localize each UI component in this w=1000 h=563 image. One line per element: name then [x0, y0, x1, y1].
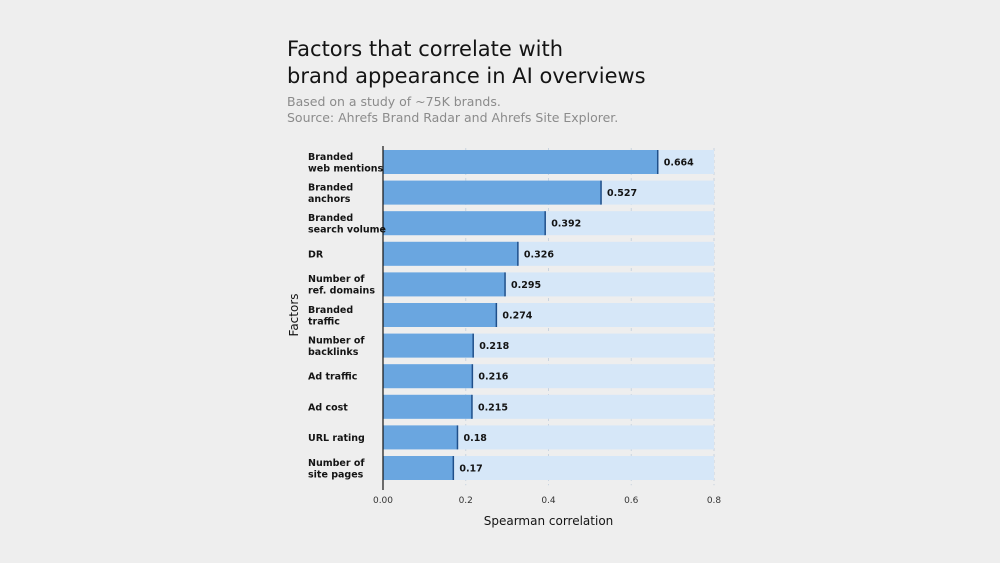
bar-value-label: 0.527	[607, 188, 637, 199]
bar	[383, 364, 473, 389]
bar-value-label: 0.18	[463, 433, 487, 444]
labels: 0.00 0.2 0.4 0.6 0.8 0.664 Branded web mentions…	[308, 152, 721, 506]
chart-subtitle-source: Source: Ahrefs Brand Radar and Ahrefs Si…	[287, 110, 619, 125]
category-label: URL rating	[308, 433, 365, 444]
category-label: Branded search volume	[308, 213, 386, 236]
bar-value-label: 0.218	[479, 341, 509, 352]
bar	[383, 211, 546, 236]
category-label: Number of site pages	[308, 458, 365, 481]
bar-value-label: 0.17	[459, 464, 482, 475]
x-axis-title: Spearman correlation	[484, 514, 614, 528]
bar-value-label: 0.215	[478, 402, 508, 413]
bar	[383, 425, 458, 450]
x-tick-label: 0.8	[707, 496, 722, 506]
bar-value-label: 0.326	[524, 249, 554, 260]
x-tick-label: 0.6	[624, 496, 639, 506]
chart-title: Factors that correlate with brand appear…	[287, 37, 646, 88]
category-label: Number of backlinks	[308, 335, 365, 358]
bar	[383, 333, 474, 358]
bar-value-label: 0.274	[502, 311, 532, 322]
bar	[383, 272, 506, 297]
bar-value-label: 0.216	[478, 372, 508, 383]
bar	[383, 150, 658, 174]
bar-value-label: 0.664	[664, 158, 694, 169]
x-tick-label: 0.4	[541, 496, 556, 506]
category-label: Branded anchors	[308, 182, 353, 205]
bar	[383, 303, 497, 327]
y-axis-title: Factors	[287, 294, 301, 337]
bar-value-label: 0.392	[551, 219, 581, 230]
bar	[383, 241, 518, 266]
x-tick-label: 0.2	[459, 496, 473, 506]
category-label: Ad cost	[308, 402, 348, 413]
chart-subtitle-study: Based on a study of ~75K brands.	[287, 94, 501, 109]
bar	[383, 456, 454, 480]
category-label: Ad traffic	[308, 372, 357, 383]
bars	[383, 150, 659, 480]
bar	[383, 180, 602, 205]
category-label: Branded web mentions	[308, 152, 384, 175]
bar-value-label: 0.295	[511, 280, 541, 291]
bar	[383, 394, 472, 419]
category-label: DR	[308, 249, 324, 260]
x-tick-label: 0.00	[373, 496, 393, 506]
category-label: Branded traffic	[308, 305, 353, 328]
category-label: Number of ref. domains	[308, 274, 375, 297]
